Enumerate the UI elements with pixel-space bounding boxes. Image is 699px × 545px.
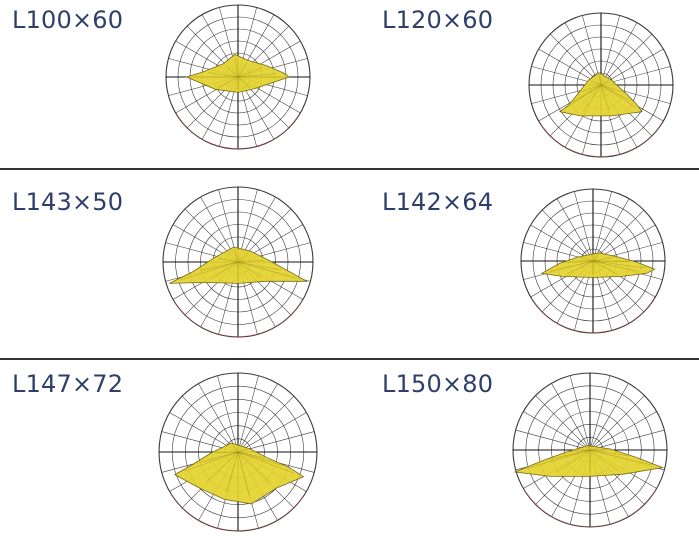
lobe-texture-line [217,258,239,263]
polar-accent-arc [173,300,303,337]
panel-l143x50: L143×50 [0,182,349,363]
panel-title: L143×50 [12,188,124,216]
lobe-texture-line [184,451,239,472]
lobe-texture-line [587,446,591,451]
lobe-texture-line [600,80,610,86]
lobe-texture-line [600,84,631,101]
lobe-texture-line [237,451,250,497]
row-divider [0,358,699,360]
lobe-texture-line [199,451,239,463]
row-divider [0,168,699,170]
lobe-texture-line [237,451,283,466]
lobe-texture-line [232,444,239,453]
panel-l142x64: L142×64 [370,182,699,363]
lobe-texture-line [237,261,297,279]
lobe-texture-line [225,65,239,78]
panel-title: L100×60 [12,6,124,34]
lobe-texture-line [592,260,630,263]
lobe-texture-line [237,67,263,78]
panel-title: L147×72 [12,370,124,398]
light-distribution-lobe [185,53,291,93]
polar-diagram-icon [162,186,314,338]
lobe-texture-line [179,261,239,281]
lobe-texture-line [548,449,591,460]
panel-l147x72: L147×72 [0,364,349,545]
lobe-texture-line [589,449,619,471]
lobe-texture-line [590,80,602,86]
lobe-texture-line [599,74,602,86]
lobe-texture-line [556,449,591,473]
lobe-texture-line [572,84,602,103]
lobe-texture-line [237,62,247,78]
lobe-texture-line [210,261,239,280]
lobe-texture-line [237,73,277,78]
lobe-texture-line [526,449,591,469]
panel-title: L150×80 [382,370,494,398]
lobe-texture-line [218,76,239,88]
panel-l100x60: L100×60 [0,0,349,181]
lobe-texture-line [208,72,239,78]
lobe-texture-line [237,448,248,453]
lobe-texture-line [199,261,239,271]
lobe-texture-line [580,257,594,262]
panel-l150x80: L150×80 [370,364,699,545]
light-distribution-lobe [513,445,665,477]
lobe-texture-line [583,84,602,112]
polar-accent-arc [170,492,306,531]
lobe-texture-line [589,448,607,451]
lobe-texture-line [235,57,239,78]
polar-diagram-icon [165,4,311,150]
lobe-texture-line [592,253,599,262]
lobe-texture-line [237,261,262,279]
lobe-texture-line [237,451,265,458]
lobe-texture-line [589,449,628,456]
polar-diagram-icon [528,12,674,158]
polar-accent-arc [176,114,300,149]
polar-diagram-icon [158,372,318,532]
lobe-texture-line [237,252,250,263]
lobe-texture-line [237,451,294,474]
lobe-texture-line [214,451,239,454]
panel-title: L142×64 [382,188,494,216]
lobe-texture-line [592,260,639,272]
panel-title: L120×60 [382,6,494,34]
lobe-texture-line [226,451,239,493]
polar-diagram-icon [512,372,668,528]
panel-l120x60: L120×60 [370,0,699,181]
lobe-texture-line [592,260,618,275]
lobe-texture-line [237,76,251,88]
lobe-texture-line [237,261,282,271]
light-distribution-lobe [558,72,643,117]
lobe-texture-line [569,449,591,453]
lobe-texture-line [600,84,610,112]
lobe-texture-line [565,260,594,263]
lobe-texture-line [566,260,594,275]
polar-accent-arc [524,489,656,527]
polar-accent-arc [531,298,655,333]
lobe-texture-line [581,84,602,93]
lobe-texture-line [205,451,239,483]
light-distribution-lobe [540,252,656,278]
lobe-texture-line [600,84,623,93]
lobe-texture-line [600,84,637,108]
light-distribution-lobe [173,442,305,505]
lobe-texture-line [592,260,646,269]
polar-accent-arc [539,122,663,157]
lobe-texture-line [237,259,264,263]
polar-diagram-icon [520,188,666,334]
lobe-texture-line [589,449,652,466]
lobe-texture-line [237,451,271,483]
lobe-texture-line [592,257,615,262]
lobe-texture-line [234,249,239,263]
lobe-texture-line [549,260,594,272]
